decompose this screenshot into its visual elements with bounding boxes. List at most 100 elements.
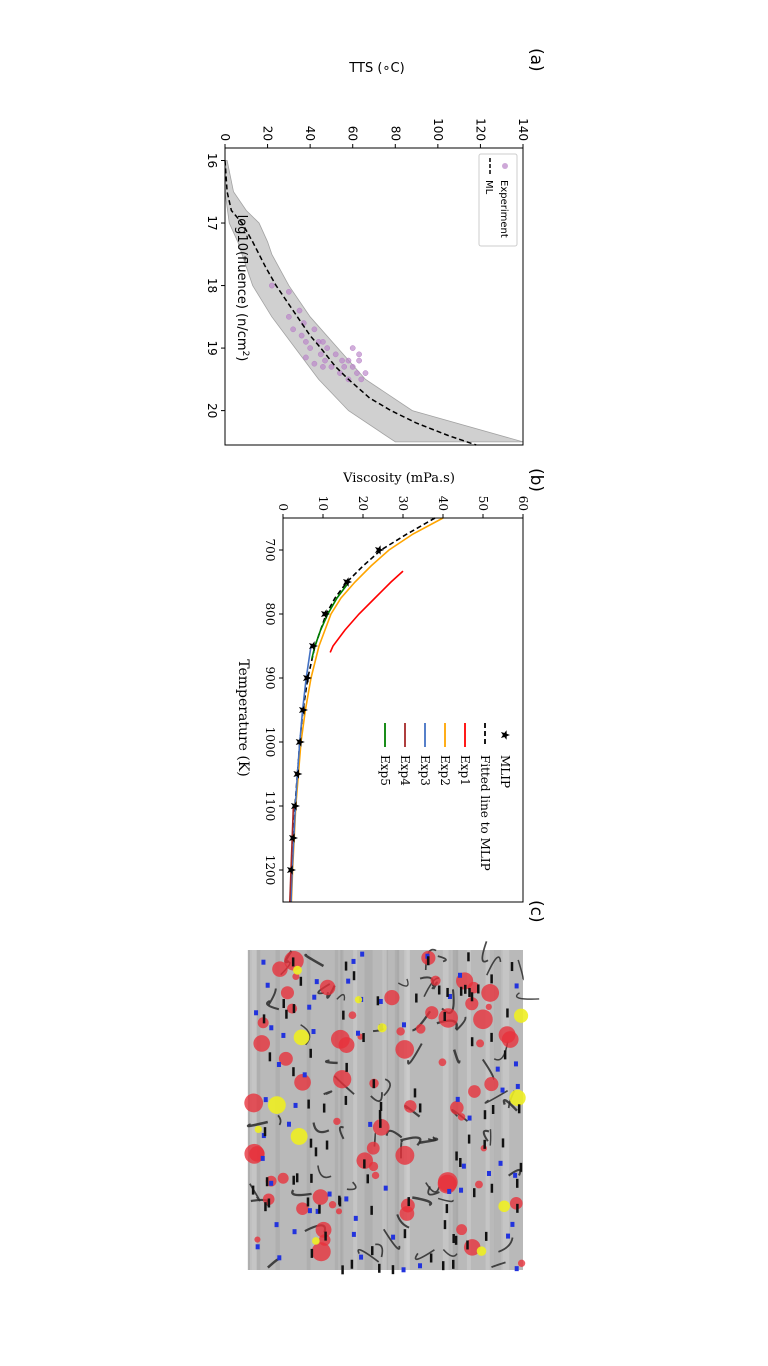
y-tick-label: 100 xyxy=(431,118,445,141)
defect-red xyxy=(254,1236,261,1243)
texture-band xyxy=(368,950,373,1270)
annotation-tag xyxy=(470,1037,474,1047)
x-tick-label: 18 xyxy=(205,278,219,293)
dislocation-line xyxy=(508,1168,522,1177)
annotation-tag xyxy=(490,974,493,984)
annotation-tag xyxy=(309,1138,313,1148)
y-tick-label: 10 xyxy=(316,496,330,511)
defect-red xyxy=(457,1113,466,1121)
annotation-tag xyxy=(443,1220,447,1230)
y-tick-label: 60 xyxy=(346,126,360,141)
y-tick-label: 50 xyxy=(476,496,490,511)
panel-b-x-axis-label: Temperature (K) xyxy=(235,659,251,777)
dislocation-line xyxy=(484,1090,509,1104)
experiment-point xyxy=(358,376,365,383)
defect-yellow xyxy=(293,1029,310,1046)
defect-blue xyxy=(391,1234,396,1240)
mlip-point xyxy=(293,769,303,779)
defect-blue xyxy=(276,1062,281,1068)
defect-red xyxy=(438,1058,447,1067)
annotation-tag xyxy=(262,1014,266,1024)
defect-red xyxy=(366,1141,380,1155)
annotation-tag xyxy=(267,1198,271,1208)
defect-red xyxy=(287,1003,298,1014)
annotation-tag xyxy=(324,1231,327,1241)
defect-red xyxy=(396,1027,405,1036)
defect-red xyxy=(319,979,336,996)
defect-blue xyxy=(260,1155,265,1161)
annotation-tag xyxy=(459,1157,462,1167)
dislocation-line xyxy=(291,1189,312,1197)
dislocation-line xyxy=(336,993,346,1001)
defect-red xyxy=(384,990,400,1006)
annotation-tag xyxy=(344,1095,348,1105)
annotation-tag xyxy=(510,962,514,972)
annotation-tag xyxy=(379,1118,382,1128)
experiment-point xyxy=(307,345,313,351)
defect-red xyxy=(450,1100,464,1115)
defect-red xyxy=(311,1242,331,1262)
annotation-tag xyxy=(415,993,418,1003)
annotation-tag xyxy=(299,976,303,986)
defect-red xyxy=(438,1008,458,1028)
defect-blue xyxy=(418,1263,423,1269)
annotation-tag xyxy=(268,1052,272,1062)
legend-label: Exp1 xyxy=(458,755,472,786)
defect-blue xyxy=(506,1233,511,1239)
defect-red xyxy=(415,1024,426,1034)
defect-yellow xyxy=(311,1237,320,1245)
annotation-tag xyxy=(519,1162,523,1172)
defect-blue xyxy=(356,1030,361,1036)
panel-b-legend: MLIP Fitted line to MLIP Exp1 Exp2 Exp3 Exp4 E… xyxy=(378,723,512,871)
defect-red xyxy=(315,1221,332,1238)
defect-red xyxy=(371,1171,380,1180)
defect-red xyxy=(333,1070,352,1089)
experiment-point xyxy=(303,354,309,361)
defect-red xyxy=(425,1006,439,1020)
y-tick-label: 40 xyxy=(436,496,450,511)
annotation-tag xyxy=(314,1147,318,1157)
defect-blue xyxy=(281,1032,286,1038)
texture-band xyxy=(340,950,344,1270)
annotation-tag xyxy=(467,952,470,962)
defect-blue xyxy=(383,1185,388,1191)
dislocation-line xyxy=(304,953,325,968)
defect-yellow xyxy=(509,1089,526,1106)
annotation-tag xyxy=(362,1033,365,1043)
dislocation-line xyxy=(498,1237,514,1253)
defect-red xyxy=(467,981,480,994)
annotation-tag xyxy=(445,1204,449,1214)
annotation-tag xyxy=(265,1177,269,1187)
dislocation-line xyxy=(325,1059,338,1065)
annotation-tag xyxy=(484,1231,488,1241)
annotation-tag xyxy=(309,1048,312,1058)
dislocation-line xyxy=(502,1098,518,1112)
dislocation-line xyxy=(407,1043,423,1065)
dislocation-line xyxy=(486,956,502,976)
defect-red xyxy=(280,986,294,1000)
annotation-tag xyxy=(285,1009,288,1019)
annotation-tag xyxy=(350,1259,354,1269)
defect-blue xyxy=(269,1025,274,1031)
defect-blue xyxy=(368,1121,373,1127)
panel-a-label: (a) xyxy=(526,48,546,72)
dislocation-line xyxy=(437,955,447,963)
annotation-tag xyxy=(338,1195,341,1205)
experiment-point xyxy=(354,370,360,376)
series-exp5 xyxy=(311,581,350,659)
annotation-tag xyxy=(441,1261,445,1271)
mlip-point xyxy=(308,641,318,651)
y-tick-label: 20 xyxy=(261,126,275,141)
defect-red xyxy=(244,1093,264,1113)
y-tick-label: 80 xyxy=(388,126,402,141)
defect-red xyxy=(468,1085,481,1098)
panel-c-label: (c) xyxy=(526,900,546,923)
defect-red xyxy=(403,1100,417,1113)
panel-a-y-axis-label: TTS (∘C) xyxy=(348,61,404,76)
defect-blue xyxy=(269,1180,274,1186)
annotation-tag xyxy=(506,1008,509,1018)
mlip-point xyxy=(298,705,308,715)
defect-blue xyxy=(327,1191,332,1197)
legend-label: Exp3 xyxy=(418,755,432,786)
defect-blue xyxy=(461,1163,466,1169)
